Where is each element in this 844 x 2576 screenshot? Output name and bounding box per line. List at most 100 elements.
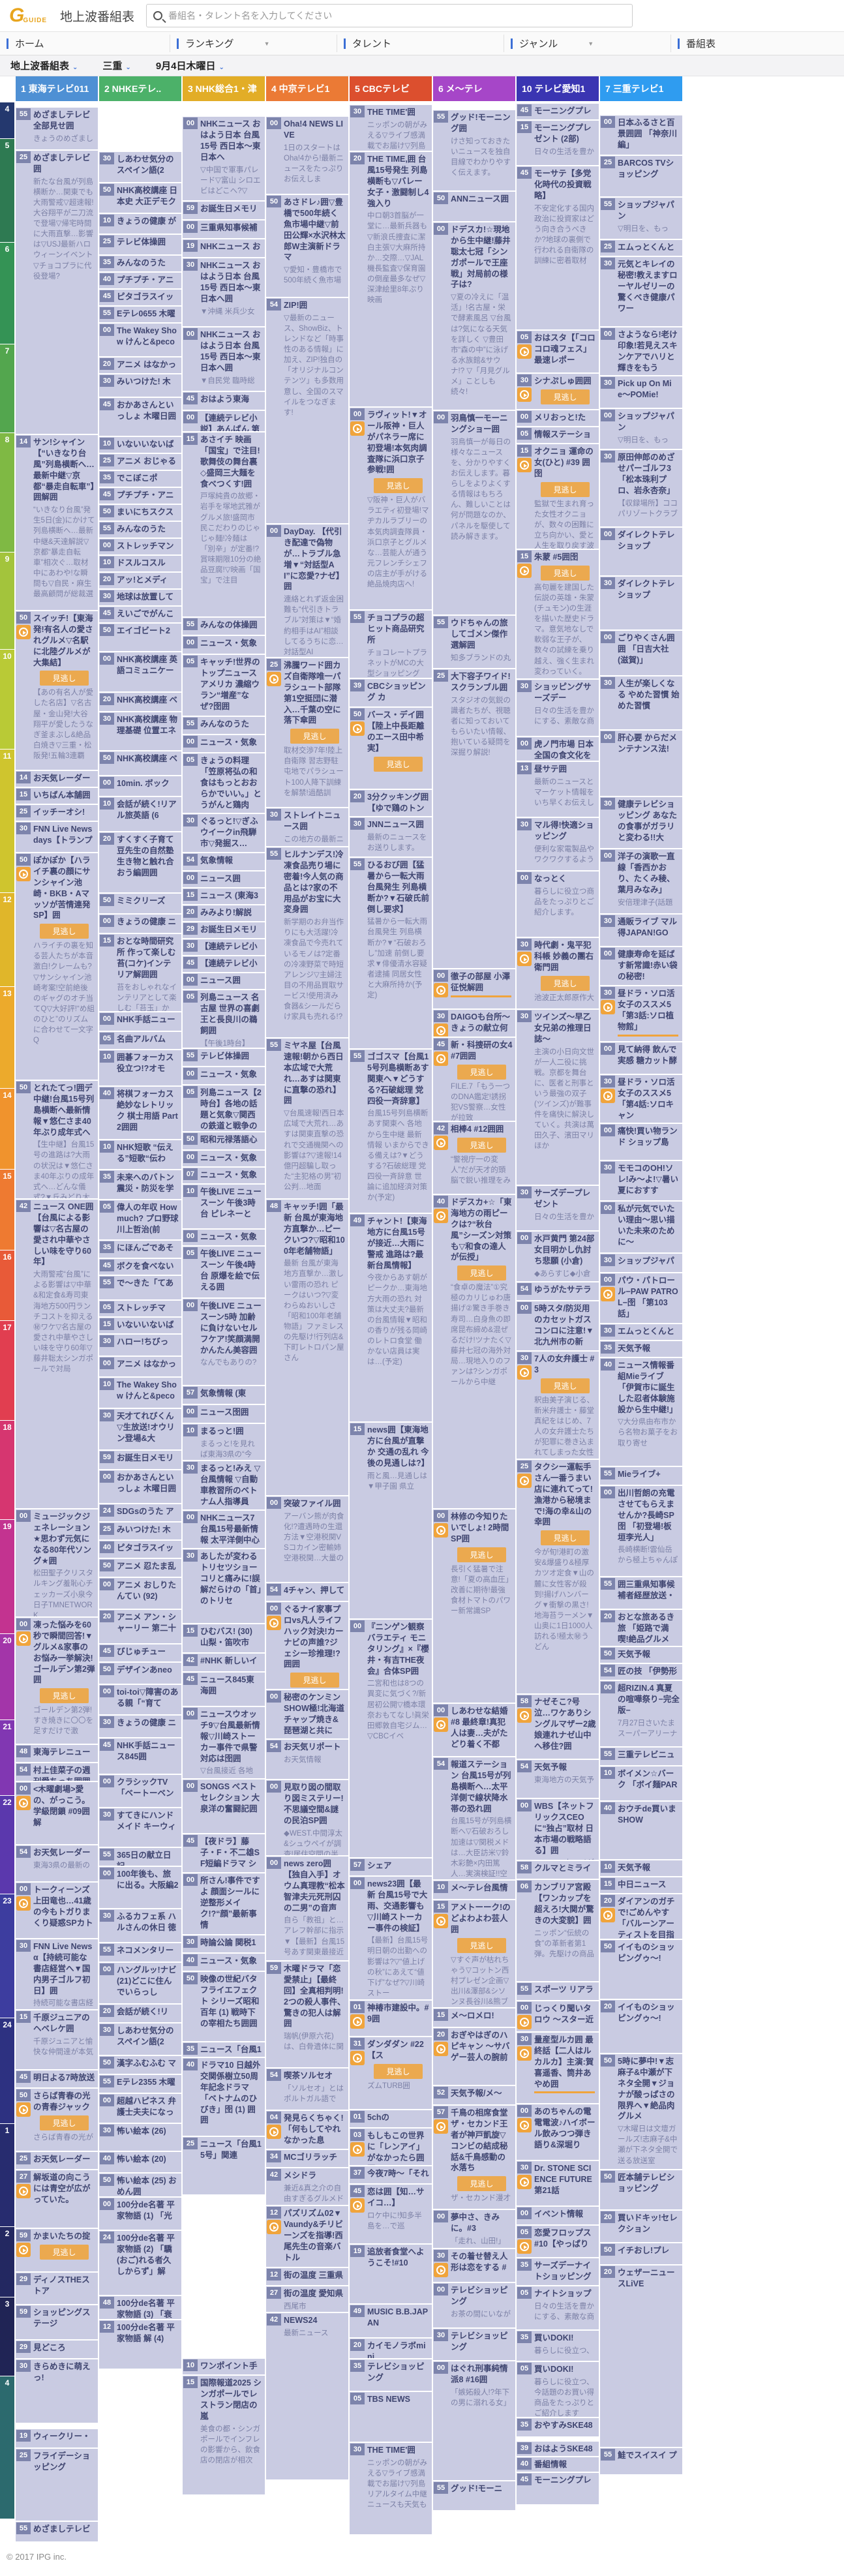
- program-cell[interactable]: 40 番組情報: [517, 2457, 599, 2472]
- program-cell[interactable]: 45 恋は囲【知…サイコ…】 ロケ中に!知多半島を…で巡: [350, 2185, 432, 2243]
- program-cell[interactable]: 30 健康テレビショッピング あなたの食事がガラリと変わる!!大: [600, 797, 682, 848]
- program-cell[interactable]: 10 午後LIVE ニュースーン 午後3時台 ピレネーと: [183, 1185, 265, 1228]
- program-cell[interactable]: 00 ドデスカ!☆現地から生中継!藤井聡太七冠「シンガポールで王座戦」対局前の様子…: [433, 222, 515, 410]
- program-cell[interactable]: 00 さようなら!老け印象!若見えスキンケアでハリと輝きをもう: [600, 327, 682, 375]
- program-cell[interactable]: 45 明日よる7時放送: [16, 2070, 98, 2087]
- program-cell[interactable]: 30 ストレイトニュース囲 この地方の最新ニ: [266, 808, 348, 846]
- program-cell[interactable]: 54 4チャン、押して: [266, 1583, 348, 1601]
- program-cell[interactable]: 37 今夜7時〜「それ: [350, 2166, 432, 2183]
- gguide-logo[interactable]: G GUIDE: [9, 6, 47, 25]
- program-cell[interactable]: 30 NHKニュース おはよう日本 台風15号 西日本〜東日本へ囲 ▼沖縄 米兵少女: [183, 258, 265, 326]
- program-cell[interactable]: 55 スポーツ リアラ: [517, 1982, 599, 2000]
- program-cell[interactable]: 00 ニュースウオッチ9▽台風最新情報▽川崎ストーカー事件で県警対応は囹囲 ▽台風接…: [183, 1707, 265, 1778]
- program-cell[interactable]: 58 ナゼそこ?号泣…ワケありシングルマザー2歳娘連れナゼ山中へ移住?囲: [517, 1695, 599, 1759]
- play-icon[interactable]: [601, 1089, 615, 1103]
- program-cell[interactable]: 30 時代劇・鬼平犯科帳 妙義の團右衛門囲 見逃し 池波正太郎原作大: [517, 938, 599, 1008]
- program-cell[interactable]: 55 めざましテレビ全部見せ囲 きょうのめざまし: [16, 108, 98, 149]
- catchup-badge[interactable]: 見逃し: [541, 481, 590, 497]
- program-cell[interactable]: 35 ニュース「台風1: [183, 2042, 265, 2057]
- play-icon[interactable]: [16, 1631, 31, 1646]
- program-cell[interactable]: 00 じっくり聞いタロウ 〜スター近: [517, 2001, 599, 2031]
- program-cell[interactable]: 55 ネコメンタリー: [99, 1943, 181, 1962]
- program-cell[interactable]: 45 ニュース845東海囲: [183, 1673, 265, 1706]
- program-cell[interactable]: 40 将棋フォーカス 絶妙なレトリック 棋士用語 Part2囲囲: [99, 1087, 181, 1139]
- program-cell[interactable]: 55 チョコプラの超ヒット商品研究所 チョコレートプラネットがMCの大型ショッピング: [350, 611, 432, 678]
- program-cell[interactable]: 10 天気予報: [600, 1860, 682, 1876]
- program-cell[interactable]: 30 時論公論 関税1: [183, 1935, 265, 1952]
- program-cell[interactable]: 35 買いDOKI! 暮らしに役立つ、: [517, 2331, 599, 2361]
- program-cell[interactable]: 00 アニメ おしりたんてい (92): [99, 1578, 181, 1609]
- program-cell[interactable]: 15 あさイチ 映画「国宝」で注目!歌舞伎の舞台裏◇盛岡三大麺を食べつくす!囲 戸塚…: [183, 432, 265, 616]
- program-cell[interactable]: 12 100分de名著 平家物語 解 (4): [99, 2320, 181, 2369]
- program-cell[interactable]: 20 会話が続く!リ: [99, 2005, 181, 2022]
- play-icon[interactable]: [16, 2184, 31, 2198]
- program-cell[interactable]: 25 沸騰ワード囲カズ自衛隊唯一パラシュート部隊第1空挺団に潜入…千葉の空に落下傘…: [266, 658, 348, 807]
- program-cell[interactable]: 55 ゴゴスマ【台風15号列島横断あす関東へ▼どうする?石破総理 党四役一斉辞意】…: [350, 1050, 432, 1213]
- filter-date[interactable]: 9月4日木曜日 ⌄: [155, 61, 224, 72]
- program-cell[interactable]: 25 お天気レーダー: [16, 2152, 98, 2169]
- play-icon[interactable]: [517, 344, 532, 359]
- program-cell[interactable]: 00 三重県知事候補: [183, 220, 265, 238]
- program-cell[interactable]: 00 The Wakey Show けんと&peco: [99, 324, 181, 356]
- program-cell[interactable]: 50 天気予報: [600, 1647, 682, 1663]
- program-cell[interactable]: 35 サーズデーナイトショッピング: [517, 2258, 599, 2285]
- program-cell[interactable]: 30 Dr. STONE SCIENCE FUTURE 第21話: [517, 2161, 599, 2205]
- program-cell[interactable]: 30 通販ライブ マル得JAPAN!GO: [600, 915, 682, 946]
- program-cell[interactable]: 59 木曜ドラマ「恋愛禁止」【最終回】全真相判明!2つの殺人事件、驚きの犯人は解囲…: [266, 1962, 348, 2067]
- program-cell[interactable]: 40 プチプチ・アニ: [99, 273, 181, 288]
- program-cell[interactable]: 40 ドデスカ+☆「東海地方の雨ピークは?“秋台風”シーズン対策も▽和食の達人が伝…: [433, 1195, 515, 1508]
- program-cell[interactable]: 25 BARCOS TVショッピング: [600, 156, 682, 196]
- play-icon[interactable]: [16, 867, 31, 881]
- channel-header[interactable]: 5 CBCテレビ: [350, 76, 432, 101]
- program-cell[interactable]: 30 昼ドラ・ソロ活女子のススメ5「第3話:ソロ植物館」: [600, 986, 682, 1041]
- catchup-badge[interactable]: 見逃し: [40, 2244, 89, 2260]
- program-cell[interactable]: 59 お誕生日メモリ: [99, 1451, 181, 1469]
- program-cell[interactable]: 55 みんなの体操囲: [183, 618, 265, 635]
- program-cell[interactable]: 25 ニュース「台風15号」関連: [183, 2137, 265, 2194]
- play-icon[interactable]: [434, 2263, 448, 2277]
- program-cell[interactable]: 00 凍った悩みを60秒で瞬間回答!▼グルメ&家事のお悩み一挙解決!ゴールデン第2…: [16, 1618, 98, 1744]
- program-cell[interactable]: 35 テレビショッピング: [350, 2359, 432, 2391]
- program-cell[interactable]: 50 スイッチ!【東海発!有名人の愛されグルメ▽名駅に北陸グルメが大集結】 見逃し【…: [16, 611, 98, 770]
- program-cell[interactable]: 25 フライデーショッピング: [16, 2449, 98, 2521]
- program-cell[interactable]: 00 きょうの健康 ニ: [99, 915, 181, 933]
- program-cell[interactable]: 55 ミヤネ屋【台風速報!朝から西日本広域で大荒れ…あすは関東に直撃の恐れ】囲 ▽台…: [266, 1038, 348, 1198]
- program-cell[interactable]: 30 きょうの健康 ニ: [99, 1716, 181, 1737]
- program-cell[interactable]: 30 きらめきに萌えっ!: [16, 2359, 98, 2423]
- program-cell[interactable]: 30 昼ドラ・ソロ活女子のススメ5「第4話:ソロキャン: [600, 1075, 682, 1123]
- program-cell[interactable]: 30 怖い絵本 (26): [99, 2124, 181, 2151]
- program-cell[interactable]: 35 おやすみSKE48: [517, 2418, 599, 2436]
- catchup-badge[interactable]: 見逃し: [457, 1265, 506, 1281]
- search-box[interactable]: [146, 4, 633, 27]
- program-cell[interactable]: 00 toi-toi▽障害のある親「“育て: [99, 1685, 181, 1714]
- program-cell[interactable]: 19 追放者食堂へようこそ!#10: [350, 2245, 432, 2303]
- program-cell[interactable]: 05 買いDOKI! 暮らしに役立つ、今話題のお買い得商品をたっぷりとご紹介します: [517, 2362, 599, 2417]
- play-icon[interactable]: [517, 387, 532, 402]
- program-cell[interactable]: 45 【夜ドラ】藤子・F・不二雄SF短編ドラマ シ: [183, 1834, 265, 1872]
- program-cell[interactable]: 50 5時に夢中!▼志麻子&中瀬が下ネタ全開▼ジョナが酸っぱさの限界へ▼絶品肉グル…: [600, 2054, 682, 2169]
- program-cell[interactable]: 30 天才てれびくん▽生放送!オウリン登場&大: [99, 1409, 181, 1449]
- program-cell[interactable]: 40 ドラマ10 日越外交関係樹立50周年記念ドラマ「ベトナムのひびき」囹 (1)…: [183, 2058, 265, 2136]
- play-icon[interactable]: [434, 1136, 448, 1150]
- program-cell[interactable]: 30 サーズデープレゼント 日々の生活を豊か: [517, 1186, 599, 1230]
- play-icon[interactable]: [434, 1914, 448, 1928]
- program-cell[interactable]: 00 夢中さ、きみに。#3 「走れ、山田!」: [433, 2210, 515, 2248]
- play-icon[interactable]: [434, 2119, 448, 2134]
- program-cell[interactable]: 19 NHKニュース お: [183, 239, 265, 257]
- program-cell[interactable]: 30 ダイレクトテレショップ: [600, 577, 682, 629]
- program-cell[interactable]: 55 ひるおび囲【猛暑から一転大雨 台風発生 列島横断か?▼石破氏前倒し要求】 猛暑…: [350, 858, 432, 1048]
- program-cell[interactable]: 05 情報ステーショ: [517, 427, 599, 443]
- play-icon[interactable]: [350, 2014, 365, 2029]
- program-cell[interactable]: 30 しあわせ気分のスペイン語(2: [99, 152, 181, 182]
- program-cell[interactable]: 15 おとな時間研究所 作って楽しむ苔(コケ)インテリア解囲囲 苔をおしゃれなインテ…: [99, 934, 181, 1011]
- play-icon[interactable]: [16, 2243, 31, 2257]
- catchup-badge[interactable]: 見逃し: [40, 1688, 89, 1704]
- program-cell[interactable]: 50 映像の世紀バタフライエフェクト シリーズ昭和百年 (1) 戦時下の宰相たち囲…: [183, 1972, 265, 2041]
- program-cell[interactable]: 55 めざましテレビ: [16, 2522, 98, 2541]
- program-cell[interactable]: 55 Eテレ0655 木曜: [99, 307, 181, 322]
- program-cell[interactable]: 42 相棒4 #12囲囲 見逃し “警視庁一の変人”だが天才的頭脳で鋭い推理をみ: [433, 1122, 515, 1194]
- program-cell[interactable]: 29 お誕生日メモリ: [183, 922, 265, 938]
- program-cell[interactable]: 00 超越ハピネス 弁護士夫夫になっ: [99, 2094, 181, 2123]
